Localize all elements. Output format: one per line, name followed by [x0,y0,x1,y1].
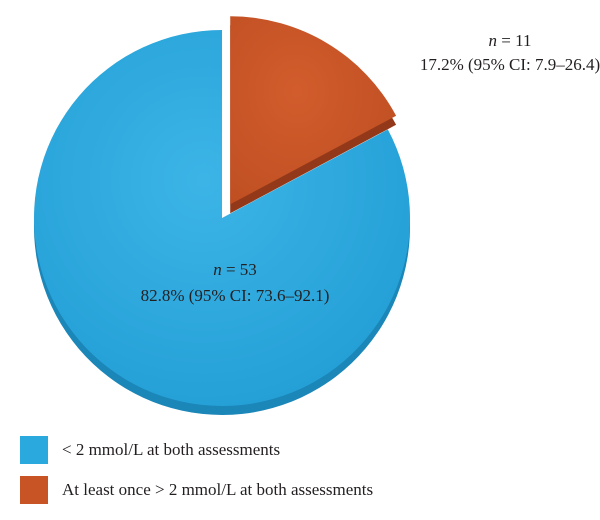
pie-slice-0 [34,30,411,407]
legend-label-below-2: < 2 mmol/L at both assessments [62,440,281,459]
legend: < 2 mmol/L at both assessments At least … [20,430,373,510]
legend-item-above-2: At least once > 2 mmol/L at both assessm… [20,470,373,510]
legend-item-below-2: < 2 mmol/L at both assessments [20,430,373,470]
slice-label-large-n: n = 53 [213,260,257,279]
slice-label-small-pct: 17.2% (95% CI: 7.9–26.4) [420,55,600,74]
legend-label-above-2: At least once > 2 mmol/L at both assessm… [62,480,374,499]
slice-label-large-n-prefix: n [213,260,222,279]
slice-label-large-pct: 82.8% (95% CI: 73.6–92.1) [141,286,330,305]
slice-label-small-n-prefix: n [489,31,498,50]
slice-label-large-n-value: = 53 [222,260,257,279]
pie-chart: n = 53 82.8% (95% CI: 73.6–92.1) n = 11 … [34,16,600,415]
pie-slices [34,16,411,415]
legend-swatch-orange [20,476,48,504]
pie-slice-1 [230,16,397,205]
legend-swatch-blue [20,436,48,464]
slice-label-small-n-value: = 11 [497,31,531,50]
slice-label-small-n: n = 11 [489,31,532,50]
